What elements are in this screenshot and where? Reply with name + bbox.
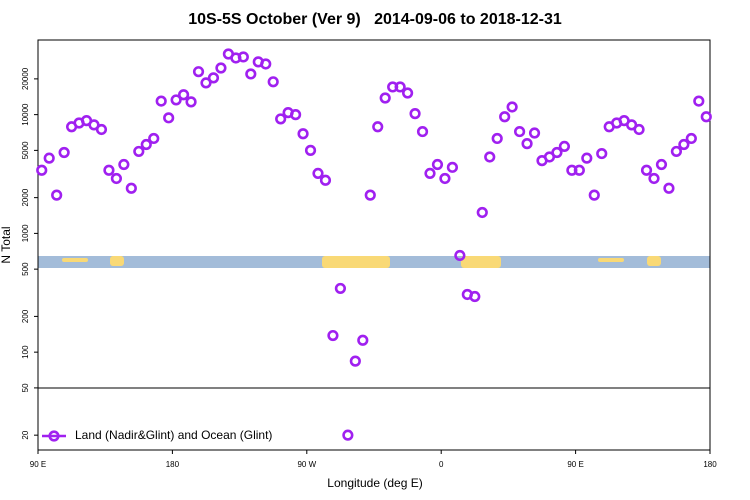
y-tick-label: 20000 [21,67,30,90]
point [95,123,108,136]
point [36,164,48,176]
point [416,125,429,138]
point [170,94,182,106]
point [200,77,212,89]
point [103,164,115,176]
point [573,164,585,176]
point [655,158,668,171]
point [133,145,145,158]
point [364,189,376,201]
map-strip [38,256,710,268]
point [454,249,466,262]
point [499,111,511,123]
point [581,152,593,164]
point [349,355,361,367]
point [394,81,406,93]
point [402,87,414,99]
y-tick-label: 200 [21,309,30,323]
point [693,95,705,107]
point [275,113,287,125]
point [596,147,608,160]
point [267,76,279,88]
x-tick-label: 180 [166,460,180,469]
y-tick-label: 50 [21,383,30,392]
y-tick-label: 2000 [21,188,30,206]
point [670,145,683,158]
point [118,158,130,171]
point [43,152,55,164]
point [125,182,137,194]
point [237,51,249,63]
x-axis-label: Longitude (deg E) [327,476,422,490]
point [192,66,205,78]
x-tick-label: 90 E [30,460,46,469]
point [312,167,324,179]
point [633,123,645,136]
point [551,146,563,159]
point [327,329,339,342]
y-tick-label: 10000 [21,103,30,126]
point [185,96,197,108]
point [476,206,488,219]
point [110,172,122,185]
x-tick-label: 90 W [297,460,316,469]
point [334,282,347,295]
point [155,95,167,107]
point [260,58,272,70]
y-tick-label: 5000 [21,141,30,159]
x-tick-label: 180 [703,460,717,469]
point [431,158,444,171]
point [588,189,600,201]
point [372,121,384,133]
point [446,161,459,173]
point [640,164,653,176]
point [663,182,675,194]
point [424,167,436,179]
point [163,112,175,124]
point [178,89,190,101]
y-axis-label: N Total [0,226,13,263]
point [469,290,481,303]
legend-label: Land (Nadir&Glint) and Ocean (Glint) [75,428,272,442]
point [379,92,391,104]
y-tick-label: 500 [21,262,30,276]
y-tick-label: 100 [21,345,30,359]
point [297,128,309,140]
point [140,138,152,151]
point [558,140,571,153]
point [439,172,451,185]
point [648,172,660,185]
point [521,138,533,150]
point [148,132,160,145]
point [207,72,220,84]
point [58,146,70,159]
x-tick-label: 0 [439,460,444,469]
point [700,111,712,123]
point [513,125,526,138]
y-tick-label: 1000 [21,224,30,242]
point [678,138,690,151]
point [342,429,354,441]
point [215,62,227,74]
point [409,108,421,120]
point [506,101,518,113]
legend-marker [48,430,60,442]
point [245,68,257,80]
point [491,132,503,145]
point [484,151,496,163]
point [304,144,317,156]
point [685,132,697,145]
y-tick-label: 20 [21,430,30,439]
point [51,189,63,201]
point [319,174,332,186]
point [528,127,541,139]
point [357,334,369,346]
x-tick-label: 90 E [567,460,583,469]
chart-title: 10S-5S October (Ver 9) 2014-09-06 to 201… [188,11,562,28]
point [290,109,302,121]
plot-frame [37,39,711,451]
